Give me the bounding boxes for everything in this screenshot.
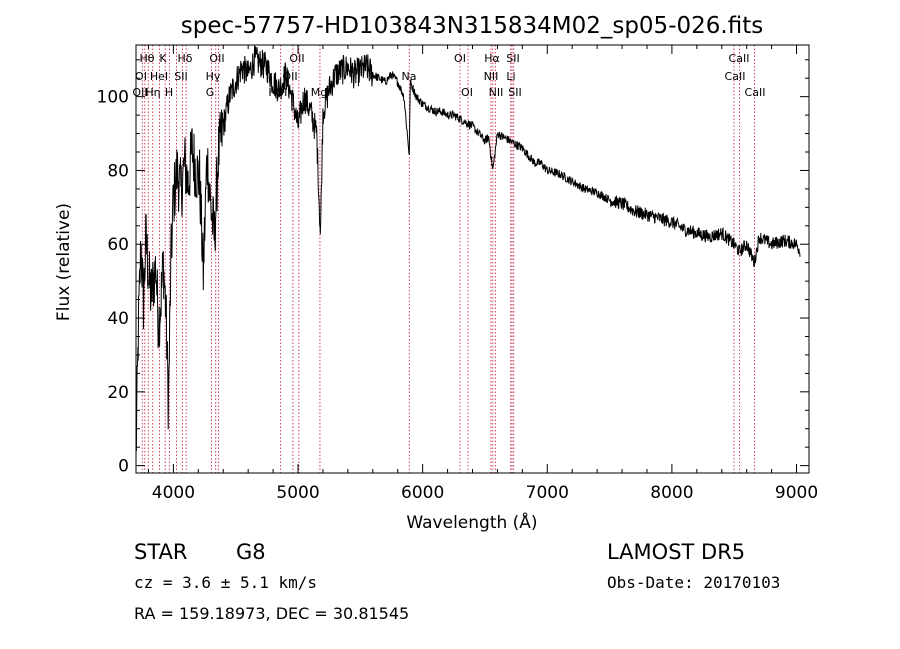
x-tick-label: 9000 (775, 483, 818, 503)
line-label: NII (484, 70, 499, 83)
line-label: Hθ (139, 52, 154, 65)
y-tick-label: 80 (107, 161, 129, 181)
line-label: Li (506, 70, 515, 83)
line-label: Hη (145, 86, 160, 99)
line-label: NII (489, 86, 504, 99)
survey-name: LAMOST DR5 (607, 540, 746, 564)
line-label: Na (402, 70, 417, 83)
x-axis-label: Wavelength (Å) (406, 511, 537, 533)
x-tick-label: 8000 (650, 483, 693, 503)
y-tick-label: 60 (107, 235, 129, 255)
y-axis-label: Flux (relative) (54, 203, 74, 321)
line-label: H (165, 86, 173, 99)
line-label: SII (506, 52, 519, 65)
line-label: HeI (150, 70, 168, 83)
line-label: OII (209, 52, 224, 65)
spectral-line-markers (141, 45, 755, 473)
line-label: G (206, 86, 215, 99)
line-label: CaII (745, 86, 766, 99)
line-label: CaII (725, 70, 746, 83)
y-tick-label: 40 (107, 309, 129, 329)
x-tick-label: 7000 (526, 483, 569, 503)
redshift-cz: cz = 3.6 ± 5.1 km/s (134, 573, 318, 592)
line-label: OII (289, 52, 304, 65)
line-label: OI (461, 86, 473, 99)
line-label: Mg (311, 86, 327, 99)
x-tick-label: 6000 (401, 483, 444, 503)
axis-ticks: 4000 5000 6000 7000 8000 9000 0 20 40 60 80 100 (97, 45, 818, 503)
object-type: STAR (134, 540, 188, 564)
line-label: Hδ (177, 52, 192, 65)
line-label: OI (135, 70, 147, 83)
y-tick-label: 0 (118, 457, 129, 477)
line-label: SII (174, 70, 187, 83)
line-label: SII (508, 86, 521, 99)
y-tick-label: 20 (107, 383, 129, 403)
plot-frame (135, 44, 810, 474)
ra-dec: RA = 159.18973, DEC = 30.81545 (134, 604, 410, 623)
line-label: Hα (484, 52, 500, 65)
x-tick-label: 4000 (152, 483, 195, 503)
line-label: CaII (729, 52, 750, 65)
chart-title: spec-57757-HD103843N315834M02_sp05-026.f… (181, 13, 763, 39)
object-subclass: G8 (236, 540, 266, 564)
line-label: OI (454, 52, 466, 65)
spectrum-line (135, 45, 801, 452)
observation-date: Obs-Date: 20170103 (607, 573, 781, 592)
line-label: Hγ (206, 70, 221, 83)
y-tick-label: 100 (97, 88, 129, 108)
x-tick-label: 5000 (276, 483, 319, 503)
line-label: K (159, 52, 167, 65)
